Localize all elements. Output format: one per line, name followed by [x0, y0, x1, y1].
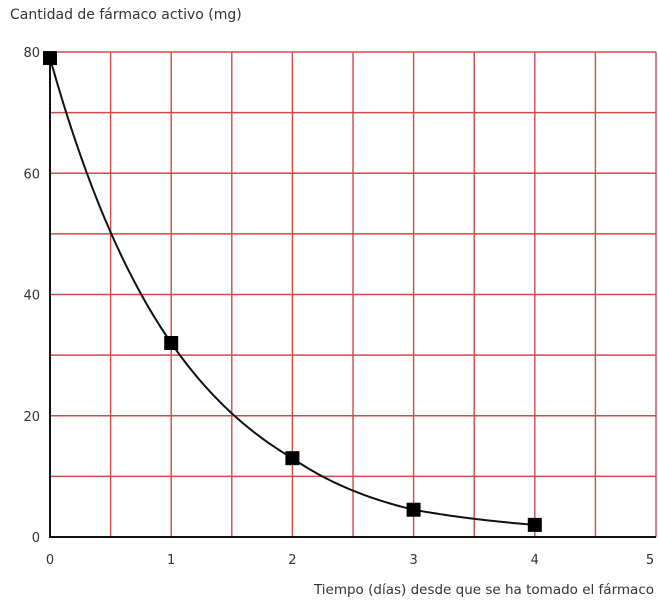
x-tick-label: 5 [646, 553, 654, 568]
y-tick-label: 80 [23, 46, 40, 61]
data-point-marker [527, 517, 542, 532]
grid [50, 51, 657, 537]
axes [49, 52, 656, 538]
data-point-marker [285, 451, 300, 466]
x-axis-label: Tiempo (días) desde que se ha tomado el … [313, 582, 654, 598]
y-tick-label: 60 [23, 167, 40, 182]
tick-labels: 0 1 2 3 4 5 0 20 40 60 80 [23, 46, 654, 568]
y-axis-label: Cantidad de fármaco activo (mg) [10, 7, 242, 23]
data-points [43, 51, 542, 532]
data-point-marker [43, 51, 57, 66]
y-tick-label: 20 [23, 410, 40, 425]
data-point-marker [406, 502, 421, 517]
x-tick-label: 0 [46, 553, 54, 568]
y-tick-label: 0 [32, 531, 40, 546]
x-tick-label: 2 [288, 553, 296, 568]
x-tick-label: 3 [409, 553, 417, 568]
y-tick-label: 40 [23, 289, 40, 304]
x-tick-label: 4 [531, 553, 539, 568]
x-tick-label: 1 [167, 553, 175, 568]
data-point-marker [164, 336, 179, 350]
